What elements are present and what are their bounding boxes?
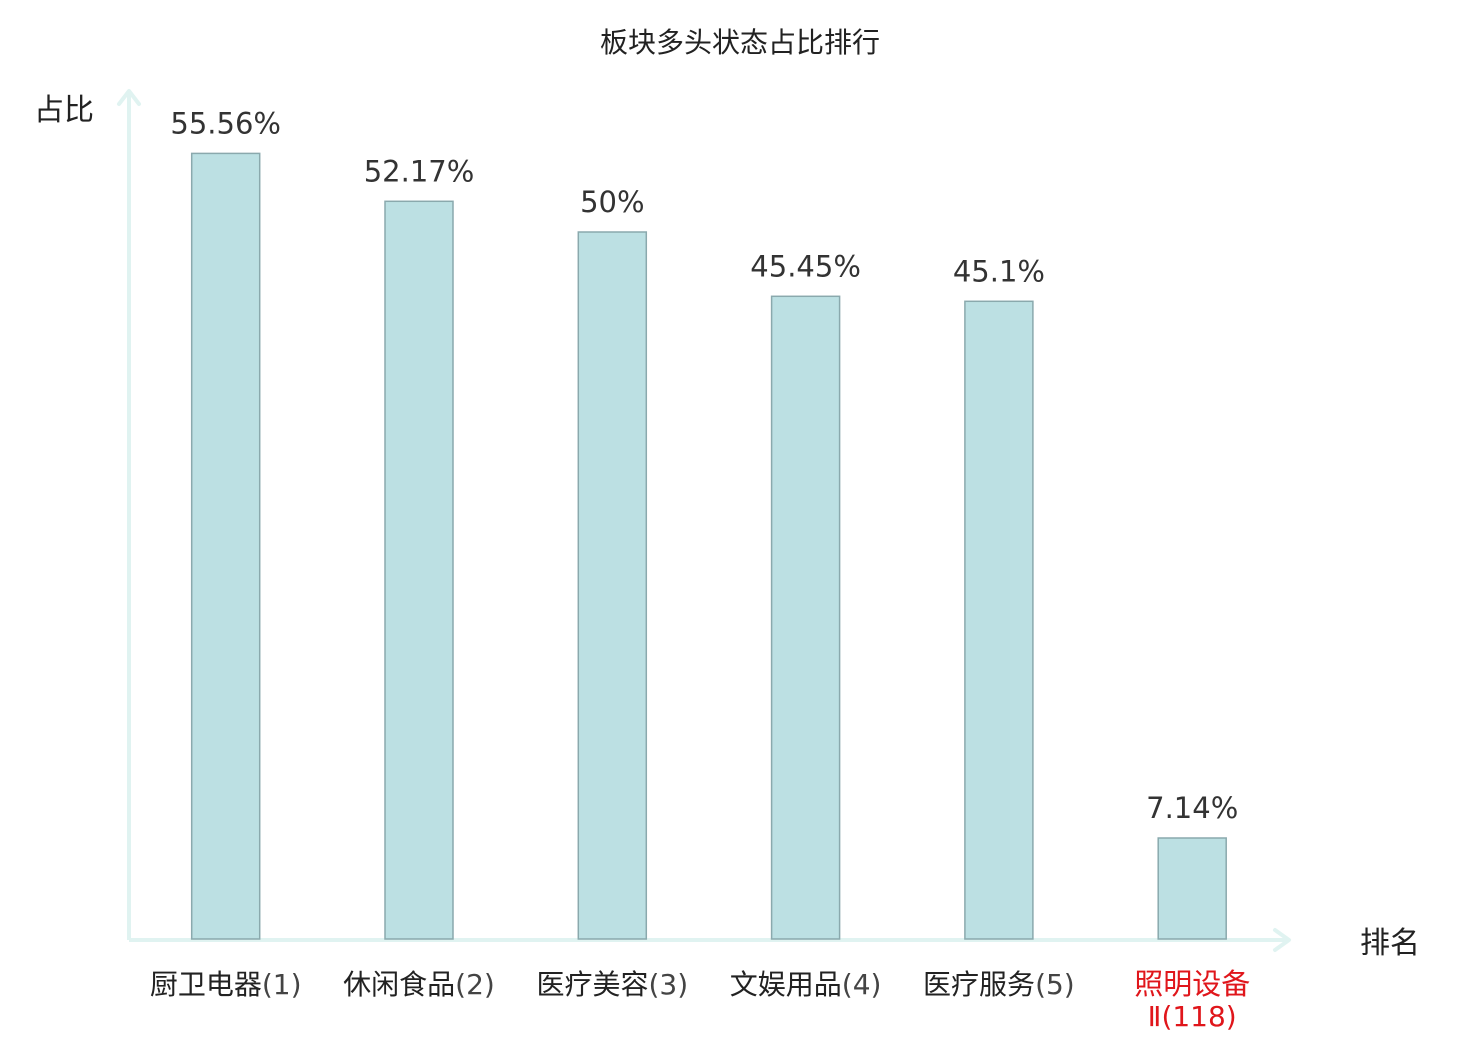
category-label-name: 医疗美容	[536, 968, 648, 1001]
category-label-name: 照明设备	[1134, 967, 1250, 1001]
value-labels-group: 55.56% 52.17% 50% 45.45% 45.1% 7.14%	[170, 106, 1238, 825]
category-label-name: 厨卫电器	[150, 968, 262, 1001]
x-axis-arrow	[1273, 928, 1291, 952]
category-label-name: 休闲食品	[343, 968, 455, 1001]
y-axis-label: 占比	[34, 93, 94, 128]
category-label: 休闲食品(2)	[343, 968, 495, 1001]
bar-value-label: 45.1%	[953, 254, 1045, 288]
bar	[190, 152, 261, 940]
bar-value-label: 45.45%	[750, 249, 861, 283]
category-label: 文娱用品(4)	[730, 968, 882, 1001]
bar-value-label: 50%	[580, 185, 644, 219]
category-label: 医疗服务(5)	[923, 968, 1075, 1001]
category-label-name: 文娱用品	[730, 968, 842, 1001]
axes	[117, 89, 1291, 952]
category-label: 医疗美容(3)	[536, 968, 688, 1001]
bar	[577, 231, 648, 940]
category-labels-group: 厨卫电器(1) 休闲食品(2) 医疗美容(3) 文娱用品(4) 医疗服务(5) 照明设备Ⅱ…	[150, 967, 1250, 1033]
x-axis-label: 排名	[1360, 926, 1420, 961]
category-label-name: 医疗服务	[923, 968, 1035, 1001]
category-label-rank: (2)	[455, 968, 495, 1001]
bar-value-label: 52.17%	[364, 154, 475, 188]
bar-value-label: 55.56%	[170, 106, 281, 140]
bar	[770, 295, 841, 940]
bar	[384, 200, 454, 940]
chart-title: 板块多头状态占比排行	[600, 26, 880, 59]
y-axis-arrow	[117, 89, 141, 106]
bar	[964, 300, 1034, 940]
category-label-rank: (1)	[262, 968, 302, 1001]
category-label: 厨卫电器(1)	[150, 968, 302, 1001]
bar-value-label: 7.14%	[1146, 791, 1238, 825]
category-label-rank: (4)	[842, 968, 882, 1001]
bars-group	[190, 152, 1227, 940]
category-label-rank: Ⅱ(118)	[1148, 1000, 1237, 1033]
bar	[1157, 837, 1227, 940]
category-label-rank: (3)	[648, 968, 688, 1001]
category-label-rank: (5)	[1035, 968, 1075, 1001]
